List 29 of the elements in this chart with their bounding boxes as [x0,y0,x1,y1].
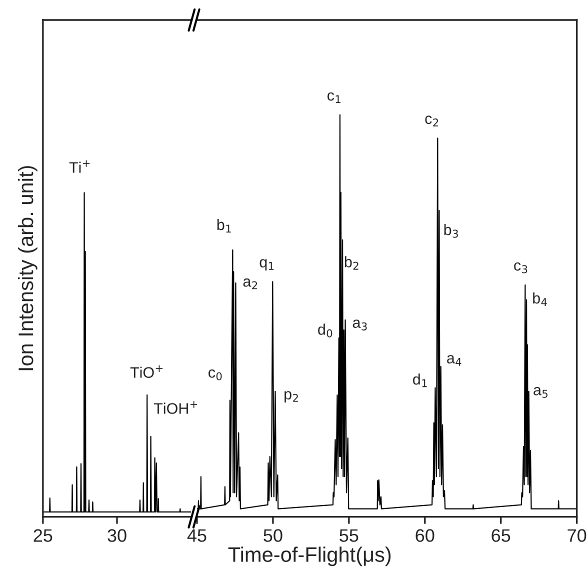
annotation: a$_{5}$ [534,386,548,398]
annotation: b$_{3}$ [444,224,458,238]
x-tick-label: 70 [568,529,586,542]
annotation: p$_{2}$ [284,391,298,402]
annotation: c$_{1}$ [327,92,340,104]
annotation: b$_{1}$ [217,218,231,233]
x-axis-title: Time-of-Flight(μs) [228,546,391,566]
annotation: c$_{3}$ [514,262,528,274]
annotation: q$_{1}$ [260,259,274,271]
x-tick-label: 60 [416,529,434,542]
annotation: a$_{2}$ [243,278,258,290]
annotation: Ti$^{+}$ [69,160,90,173]
annotation: b$_{4}$ [533,292,547,306]
y-axis-title: Ion Intensity (arb. unit) [18,166,38,370]
x-tick-label: 30 [108,529,126,542]
x-tick-label: 25 [34,529,52,542]
x-tick-label: 65 [492,529,510,542]
annotation: a$_{3}$ [352,320,367,330]
annotation: a$_{4}$ [447,355,462,366]
x-tick-label: 45 [187,529,206,542]
x-tick-label: 50 [264,529,282,542]
annotation: c$_{0}$ [208,369,222,380]
annotation: b$_{2}$ [344,256,358,270]
annotation: c$_{2}$ [425,116,438,126]
annotation: TiO$^{+}$ [130,365,163,378]
annotation: d$_{0}$ [318,324,332,338]
x-tick-label: 55 [340,529,358,542]
annotation: d$_{1}$ [413,373,427,388]
annotation: TiOH$^{+}$ [154,401,198,414]
